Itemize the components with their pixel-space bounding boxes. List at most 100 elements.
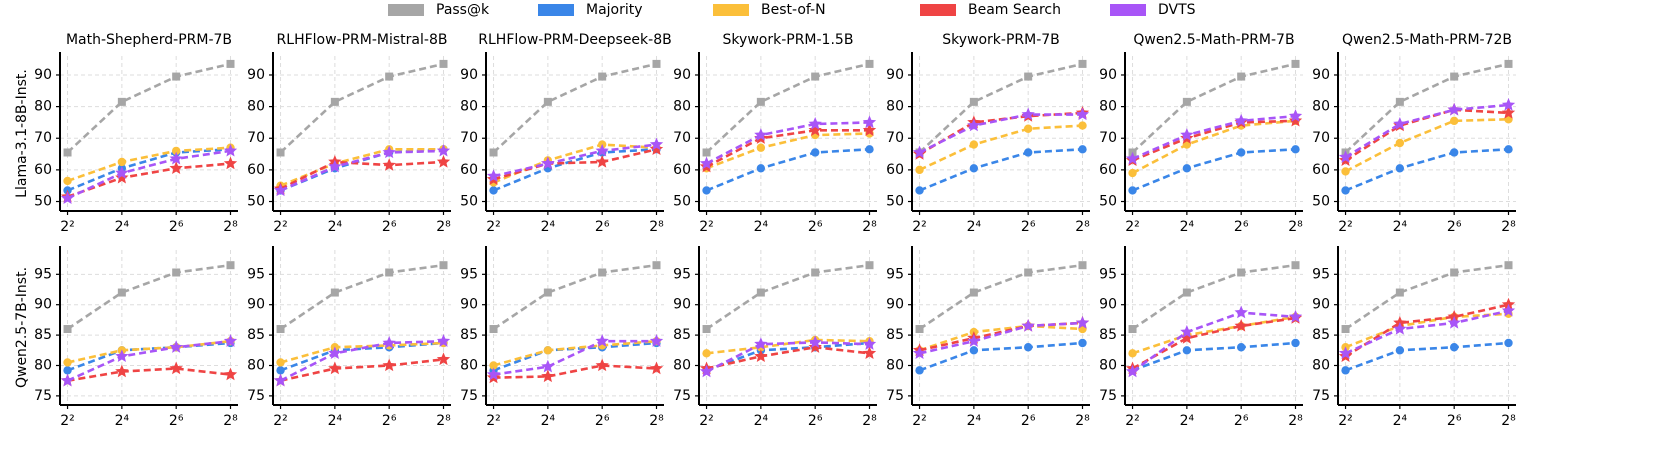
marker [1128,186,1137,195]
marker [702,349,711,358]
x-tick-label: 2⁶ [1447,413,1462,429]
y-tick-label: 80 [460,99,478,115]
y-tick-label: 50 [673,194,691,210]
x-tick-label: 2⁶ [808,413,823,429]
y-tick-label: 75 [673,388,691,404]
marker [754,128,768,141]
marker [382,358,396,372]
marker [223,143,238,157]
marker [486,169,501,182]
x-tick-label: 2⁴ [754,219,769,235]
series-line [66,149,231,200]
legend-swatch [713,4,749,16]
marker [541,156,555,170]
marker [810,148,820,157]
series-line [1344,103,1509,159]
series-line [67,339,231,364]
marker [486,367,501,381]
x-tick-label: 2⁴ [754,413,769,429]
marker [1236,343,1246,352]
panel-title: Math-Shepherd-PRM-7B [66,32,232,48]
marker [808,335,822,349]
y-tick-label: 70 [886,130,904,146]
series-line [1132,315,1296,355]
marker [543,97,552,106]
y-tick-label: 50 [886,194,904,210]
marker [1291,261,1300,270]
series-line [706,338,870,355]
y-tick-label: 80 [34,99,52,115]
panel-title: Skywork-PRM-1.5B [723,32,854,48]
y-tick-label: 80 [886,99,904,115]
marker [969,140,979,149]
marker [1078,59,1087,68]
marker [1450,268,1459,277]
marker [1021,318,1035,332]
marker [223,367,238,381]
y-tick-label: 95 [460,266,478,282]
marker [63,325,72,334]
marker [865,59,874,68]
marker [1338,150,1353,163]
x-tick-label: 2⁸ [1501,219,1516,235]
marker [382,145,396,159]
marker [172,268,181,277]
marker [273,373,288,387]
series-line [493,148,657,181]
series-line [280,341,444,364]
marker [702,186,711,195]
marker [328,361,342,375]
marker [915,325,924,334]
y-axis-label: Qwen2.5-7B-Inst. [14,267,30,388]
marker [811,268,820,277]
x-tick-label: 2² [486,219,501,235]
y-tick-label: 75 [460,388,478,404]
series-line [919,321,1083,352]
marker [1338,346,1353,359]
marker [328,159,342,173]
y-tick-label: 95 [34,266,52,282]
marker [1023,124,1033,133]
legend-swatch [920,4,956,16]
marker [1128,349,1137,358]
series-line [1131,62,1296,154]
series-line [493,364,657,379]
panel-title: Qwen2.5-Math-PRM-72B [1342,32,1512,48]
y-tick-label: 90 [886,297,904,313]
series-line [493,339,657,376]
x-tick-label: 2⁴ [967,413,982,429]
y-tick-label: 75 [1099,388,1117,404]
y-tick-label: 70 [673,130,691,146]
marker [967,334,981,347]
x-tick-label: 2⁶ [1021,413,1036,429]
y-tick-label: 50 [247,194,265,210]
y-tick-label: 90 [460,297,478,313]
marker [115,166,129,179]
marker [276,366,285,375]
series-line [1131,316,1296,370]
marker [1501,98,1516,111]
panel-title: Qwen2.5-Math-PRM-7B [1133,32,1294,48]
x-tick-label: 2⁶ [595,413,610,429]
marker [598,268,607,277]
x-tick-label: 2⁶ [169,219,184,235]
series-line [67,367,231,382]
x-tick-label: 2² [912,413,927,429]
marker [1504,59,1513,68]
x-tick-label: 2⁴ [541,219,556,235]
marker [1078,145,1087,154]
series-line [492,62,657,154]
x-tick-label: 2⁶ [1447,219,1462,235]
marker [385,268,394,277]
marker [169,151,183,165]
y-tick-label: 75 [247,388,265,404]
marker [276,148,285,157]
x-tick-label: 2⁴ [1180,413,1195,429]
marker [756,164,766,173]
series-line [919,341,1083,372]
marker [1504,338,1513,348]
series-line [493,341,657,372]
y-tick-label: 75 [34,388,52,404]
legend-label: Best-of-N [761,2,826,18]
